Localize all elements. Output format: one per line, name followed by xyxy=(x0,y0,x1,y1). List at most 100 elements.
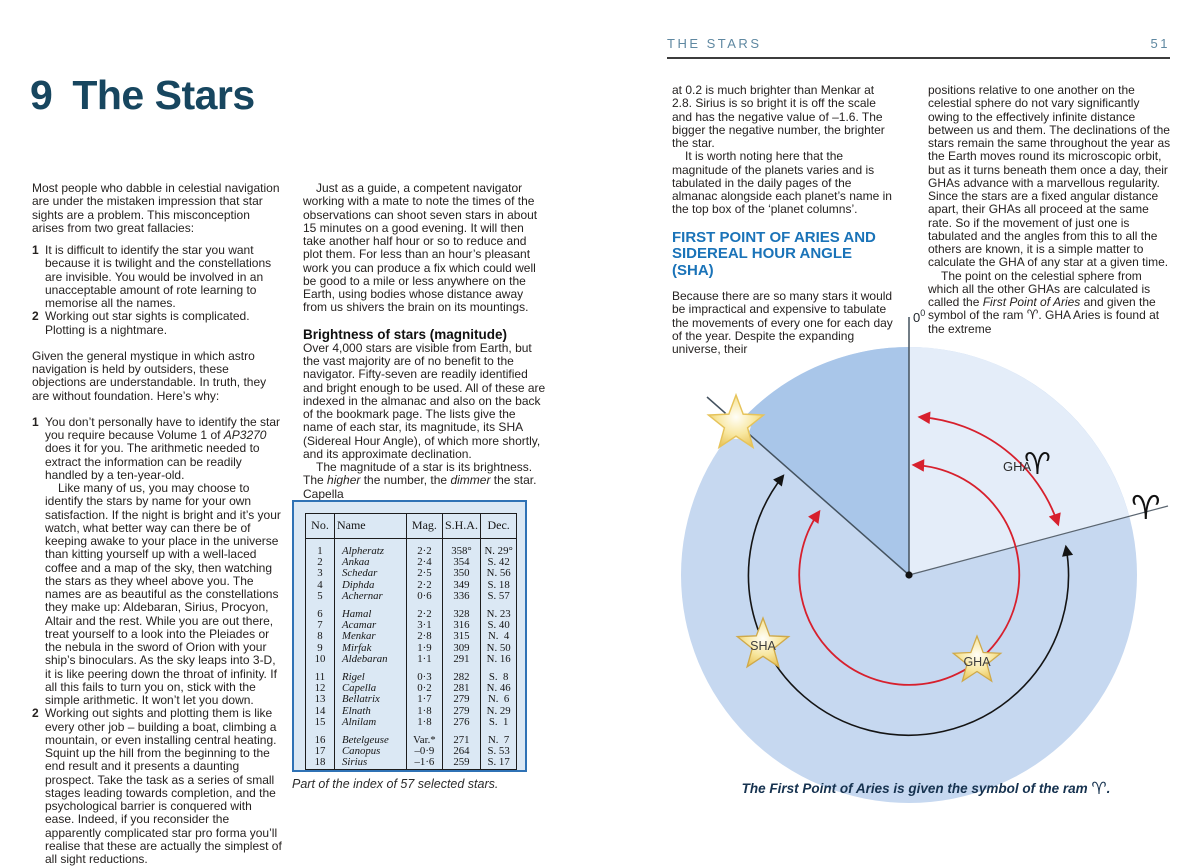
star-name: Achernar xyxy=(334,590,408,603)
gha-aries-text-label: GHA xyxy=(1003,459,1032,474)
star-declination: N. 16 xyxy=(486,652,511,665)
sha-arc xyxy=(747,474,1074,737)
star-declination: N. 29 xyxy=(486,704,511,717)
star-table-row: 2 Ankaa 2·4 354 S. 42 xyxy=(305,556,517,569)
star-sha: 259 xyxy=(442,757,482,770)
caption-text: The First Point of Aries is given the sy… xyxy=(741,781,1092,796)
star-table-row: 16 Betelgeuse Var.* 271 N. 7 xyxy=(305,728,517,747)
col-header-sha: S.H.A. xyxy=(442,513,482,539)
text-run: The point on the celestial sphere from w… xyxy=(928,268,1151,309)
star-magnitude: 3·1 xyxy=(406,620,443,632)
aries-section-heading: FIRST POINT OF ARIES AND SIDEREAL HOUR A… xyxy=(672,228,876,279)
star-no: 17 xyxy=(305,746,335,758)
star-sha: 276 xyxy=(442,716,482,729)
star-sha: 350 xyxy=(442,568,482,580)
star-no: 13 xyxy=(305,694,335,706)
column-2: Just as a guide, a competent navigator w… xyxy=(303,181,546,501)
star-sha: 271 xyxy=(442,728,482,747)
table-caption: Part of the index of 57 selected stars. xyxy=(292,777,499,791)
rebuttal-1-continuation: Like many of us, you may choose to ident… xyxy=(45,481,281,707)
star-magnitude: 2·4 xyxy=(406,556,443,569)
star-no: 12 xyxy=(305,683,335,695)
star-table-row: 15 Alnilam 1·8 276 S. 1 xyxy=(305,716,517,729)
star-no: 7 xyxy=(305,620,335,632)
star-no: 6 xyxy=(305,602,335,621)
italic-run: First Point of Aries xyxy=(982,295,1081,309)
rebuttal-item-1: 1 You don’t personally have to identify … xyxy=(32,415,283,708)
star-sha: 358° xyxy=(442,538,482,558)
col-header-mag: Mag. xyxy=(406,513,443,539)
star-table-row: 6 Hamal 2·2 328 N. 23 xyxy=(305,602,517,621)
star-name: Mirfak xyxy=(334,642,408,654)
col-header-dec: Dec. xyxy=(480,513,517,539)
text-run: does it for you. The arithmetic needed t… xyxy=(45,441,260,482)
star-table-row: 8 Menkar 2·8 315 N. 4 xyxy=(305,631,517,643)
sha-star xyxy=(735,616,791,669)
star-name: Sirius xyxy=(334,757,408,770)
star-sha: 328 xyxy=(442,602,482,621)
list-number: 2 xyxy=(32,706,39,721)
diagram-caption: The First Point of Aries is given the sy… xyxy=(660,778,1192,799)
star-no: 5 xyxy=(305,590,335,603)
star-declination: S. 18 xyxy=(487,578,510,591)
column-4: positions relative to one another on the… xyxy=(928,83,1173,336)
text-run: . GHA Aries is found at the extreme xyxy=(928,308,1160,336)
star-name: Bellatrix xyxy=(334,694,408,706)
star-magnitude: Var.* xyxy=(406,728,443,747)
zero-degrees-label: 00 xyxy=(913,308,925,325)
star-table-row: 5 Achernar 0·6 336 S. 57 xyxy=(305,590,517,603)
star-name: Capella xyxy=(334,683,408,695)
star-no: 10 xyxy=(305,653,335,666)
star-magnitude: 0·6 xyxy=(406,590,443,603)
list-text: You don’t personally have to identify th… xyxy=(45,415,283,708)
star-declination: N. 6 xyxy=(487,693,510,706)
star-magnitude: 0·3 xyxy=(406,665,443,684)
star-sha: 279 xyxy=(442,705,482,717)
mystique-paragraph: Given the general mystique in which astr… xyxy=(32,348,267,403)
star-table-row: 13 Bellatrix 1·7 279 N. 6 xyxy=(305,693,517,706)
text-run: the number, the xyxy=(360,473,451,488)
star-no: 9 xyxy=(305,642,335,654)
col-header-name: Name xyxy=(334,513,408,539)
column-3: at 0.2 is much brighter than Menkar at 2… xyxy=(672,83,896,356)
star-declination: N. 50 xyxy=(486,641,511,654)
star-declination: S. 53 xyxy=(487,745,510,758)
intro-paragraph: Most people who dabble in celestial navi… xyxy=(32,181,280,235)
star-sha: 282 xyxy=(442,665,482,684)
planet-magnitude-paragraph: It is worth noting here that the magnitu… xyxy=(672,149,892,217)
gha-star xyxy=(951,634,1003,683)
star-magnitude: 2·5 xyxy=(406,568,443,580)
star-declination: S. 40 xyxy=(487,619,510,632)
star-name: Diphda xyxy=(334,579,408,591)
star-magnitude: 0·2 xyxy=(406,683,443,695)
aries-symbol-caption: ♈ xyxy=(1091,779,1107,799)
guide-paragraph: Just as a guide, a competent navigator w… xyxy=(303,181,538,315)
star-name: Alpheratz xyxy=(334,538,408,558)
star-table-row: 11 Rigel 0·3 282 S. 8 xyxy=(305,665,517,684)
italic-run: AP3270 xyxy=(223,428,267,442)
star-name: Menkar xyxy=(334,631,408,643)
text-run: The magnitude of a star is its brightnes… xyxy=(303,460,533,488)
star-magnitude: 1·7 xyxy=(406,694,443,706)
star-table-row: 9 Mirfak 1·9 309 N. 50 xyxy=(305,641,517,654)
fallacy-item-2: 2 Working out star sights is complicated… xyxy=(32,310,283,337)
star-no: 3 xyxy=(305,568,335,580)
star-magnitude: 1·1 xyxy=(406,653,443,666)
col-header-no: No. xyxy=(305,513,335,539)
magnitude-compare-paragraph: at 0.2 is much brighter than Menkar at 2… xyxy=(672,83,885,150)
star-name: Alnilam xyxy=(334,716,408,729)
star-magnitude: –1·6 xyxy=(406,757,443,770)
star-no: 14 xyxy=(305,705,335,717)
star-name: Ankaa xyxy=(334,556,408,569)
header-section-title: THE STARS xyxy=(667,36,762,51)
star-index-table-box: No. Name Mag. S.H.A. Dec. 1 Alpheratz 2·… xyxy=(292,500,527,772)
list-text: It is difficult to identify the star you… xyxy=(45,243,272,310)
star-name: Acamar xyxy=(334,620,408,632)
star-declination: S. 17 xyxy=(487,756,510,769)
italic-run: higher xyxy=(327,473,361,488)
star-sha: 309 xyxy=(442,642,482,654)
brightness-paragraph: Over 4,000 stars are visible from Earth,… xyxy=(303,340,546,461)
star-no: 18 xyxy=(305,757,335,770)
star-name: Aldebaran xyxy=(334,653,408,666)
chapter-number: 9 xyxy=(30,72,53,118)
